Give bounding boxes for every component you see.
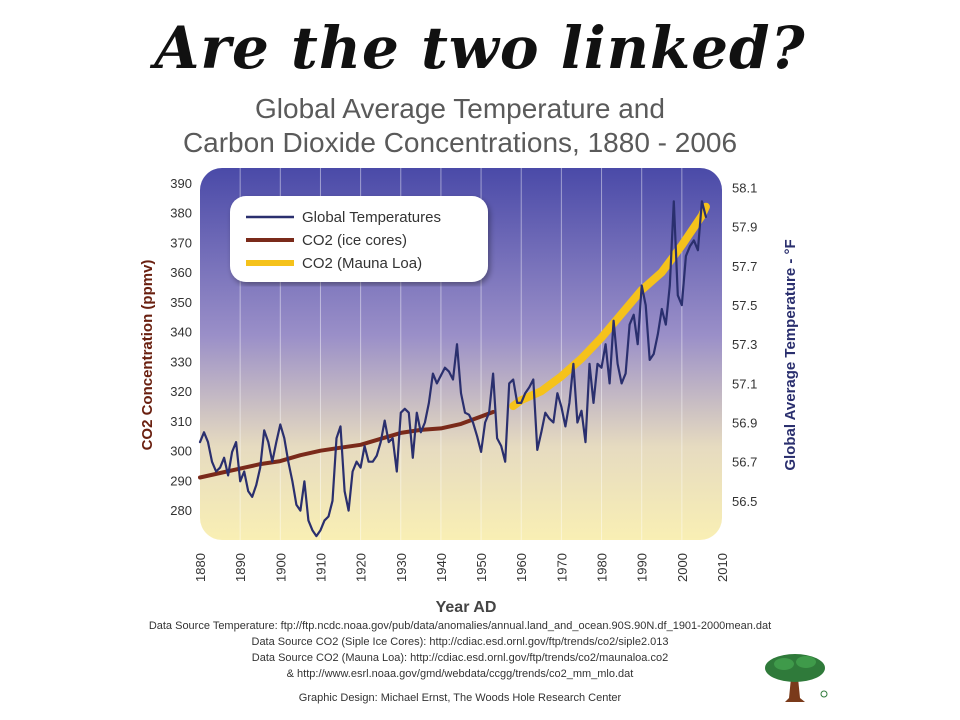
legend-label-ice-cores: CO2 (ice cores): [302, 232, 407, 249]
series-mauna-loa: [509, 202, 710, 411]
data-sources: Data Source Temperature: ftp://ftp.ncdc.…: [100, 618, 820, 706]
x-tick-1900: 1900: [273, 553, 288, 582]
chart-title: Global Average Temperature and Carbon Di…: [150, 92, 770, 160]
x-axis-label: Year AD: [436, 599, 497, 616]
left-tick-370: 370: [170, 235, 192, 250]
source-temperature: Data Source Temperature: ftp://ftp.ncdc.…: [148, 620, 772, 632]
right-tick-57.7: 57.7: [732, 259, 757, 274]
x-tick-1940: 1940: [434, 553, 449, 582]
right-tick-57.9: 57.9: [732, 220, 757, 235]
left-axis-label: CO2 Concentration (ppmv): [139, 260, 156, 451]
source-ice-cores: Data Source CO2 (Siple Ice Cores): http:…: [251, 636, 669, 648]
left-tick-280: 280: [170, 503, 192, 518]
x-tick-1910: 1910: [313, 553, 328, 582]
left-tick-380: 380: [170, 206, 192, 221]
tree-canopy-icon: [765, 654, 825, 682]
right-tick-56.5: 56.5: [732, 494, 757, 509]
right-axis-label: Global Average Temperature - °F: [782, 239, 799, 470]
registered-mark-icon: [820, 690, 828, 698]
co2-temperature-chart: 1880 1890 1900 1910 1920 1930 1940 1950 1960 1970…: [139, 168, 799, 616]
right-tick-labels: 56.5 56.7 56.9 57.1 57.3 57.5 57.7 57.9 58.1: [732, 181, 757, 509]
x-tick-1960: 1960: [514, 553, 529, 582]
legend-label-mauna-loa: CO2 (Mauna Loa): [302, 255, 422, 272]
left-tick-390: 390: [170, 176, 192, 191]
legend-label-temperature: Global Temperatures: [302, 209, 441, 226]
x-tick-1890: 1890: [233, 553, 248, 582]
left-tick-290: 290: [170, 473, 192, 488]
right-tick-57.3: 57.3: [732, 337, 757, 352]
chart-title-line-2: Carbon Dioxide Concentrations, 1880 - 20…: [182, 127, 738, 158]
x-tick-1880: 1880: [193, 553, 208, 582]
legend-box: [230, 196, 488, 282]
chart-title-line-1: Global Average Temperature and: [255, 93, 665, 124]
x-tick-1920: 1920: [354, 553, 369, 582]
left-tick-labels: 280 290 300 310 320 330 340 350 360 370 380 390: [170, 176, 192, 518]
tree-canopy-highlight-2-icon: [796, 656, 816, 668]
right-tick-58.1: 58.1: [732, 181, 757, 196]
left-tick-350: 350: [170, 295, 192, 310]
x-tick-1980: 1980: [595, 553, 610, 582]
series-ice-cores: [198, 410, 496, 480]
x-tick-2010: 2010: [715, 553, 730, 582]
tree-logo: [765, 654, 828, 702]
right-tick-57.5: 57.5: [732, 298, 757, 313]
x-tick-1950: 1950: [474, 553, 489, 582]
x-tick-labels: 1880 1890 1900 1910 1920 1930 1940 1950 1960 1970…: [193, 553, 730, 582]
source-mauna-loa: Data Source CO2 (Mauna Loa): http://cdia…: [251, 652, 669, 664]
series-temperature: [198, 200, 708, 538]
left-tick-340: 340: [170, 325, 192, 340]
right-tick-57.1: 57.1: [732, 376, 757, 391]
source-mauna-loa-2: & http://www.esrl.noaa.gov/gmd/webdata/c…: [286, 668, 634, 680]
tree-trunk-icon: [785, 678, 805, 702]
right-tick-56.9: 56.9: [732, 416, 757, 431]
x-tick-2000: 2000: [675, 553, 690, 582]
x-tick-1930: 1930: [394, 553, 409, 582]
left-tick-320: 320: [170, 384, 192, 399]
graphic-credit: Graphic Design: Michael Ernst, The Woods…: [298, 692, 622, 704]
legend: Global Temperatures CO2 (ice cores) CO2 …: [230, 196, 488, 282]
x-tick-1970: 1970: [554, 553, 569, 582]
series-lines: [198, 200, 710, 538]
left-tick-330: 330: [170, 354, 192, 369]
slide-title: Are the two linked?: [154, 14, 806, 82]
left-tick-360: 360: [170, 265, 192, 280]
left-tick-310: 310: [170, 414, 192, 429]
x-tick-1990: 1990: [635, 553, 650, 582]
sources-spacer: [100, 682, 820, 690]
left-tick-300: 300: [170, 444, 192, 459]
right-tick-56.7: 56.7: [732, 455, 757, 470]
tree-canopy-highlight-icon: [774, 658, 794, 670]
